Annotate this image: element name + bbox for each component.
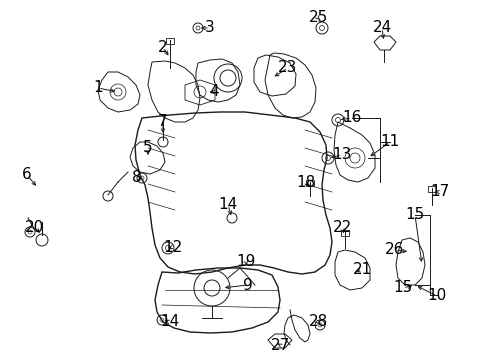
Text: 16: 16 xyxy=(342,111,361,126)
Text: 10: 10 xyxy=(427,288,446,303)
Text: 17: 17 xyxy=(429,184,448,199)
Text: 2: 2 xyxy=(158,40,167,54)
Text: 8: 8 xyxy=(132,171,142,185)
Text: 9: 9 xyxy=(243,278,252,292)
Text: 26: 26 xyxy=(385,243,404,257)
Text: 11: 11 xyxy=(380,135,399,149)
Text: 25: 25 xyxy=(308,10,327,26)
Text: 1: 1 xyxy=(93,81,102,95)
Text: 6: 6 xyxy=(22,167,32,183)
Text: 4: 4 xyxy=(209,85,218,99)
Text: 12: 12 xyxy=(163,239,182,255)
Text: 18: 18 xyxy=(296,175,315,190)
Text: 28: 28 xyxy=(308,315,327,329)
Text: 3: 3 xyxy=(204,21,214,36)
Text: 19: 19 xyxy=(236,255,255,270)
Text: 15: 15 xyxy=(405,207,424,222)
Text: 14: 14 xyxy=(218,198,237,212)
Text: 24: 24 xyxy=(372,21,391,36)
Text: 23: 23 xyxy=(278,60,297,76)
Text: 14: 14 xyxy=(160,315,179,329)
Text: 15: 15 xyxy=(392,280,412,296)
Text: 7: 7 xyxy=(158,114,167,130)
Text: 27: 27 xyxy=(270,338,289,352)
Text: 22: 22 xyxy=(332,220,351,235)
Text: 21: 21 xyxy=(352,262,371,278)
Text: 13: 13 xyxy=(332,148,351,162)
Text: 5: 5 xyxy=(143,140,153,156)
Text: 20: 20 xyxy=(25,220,44,235)
